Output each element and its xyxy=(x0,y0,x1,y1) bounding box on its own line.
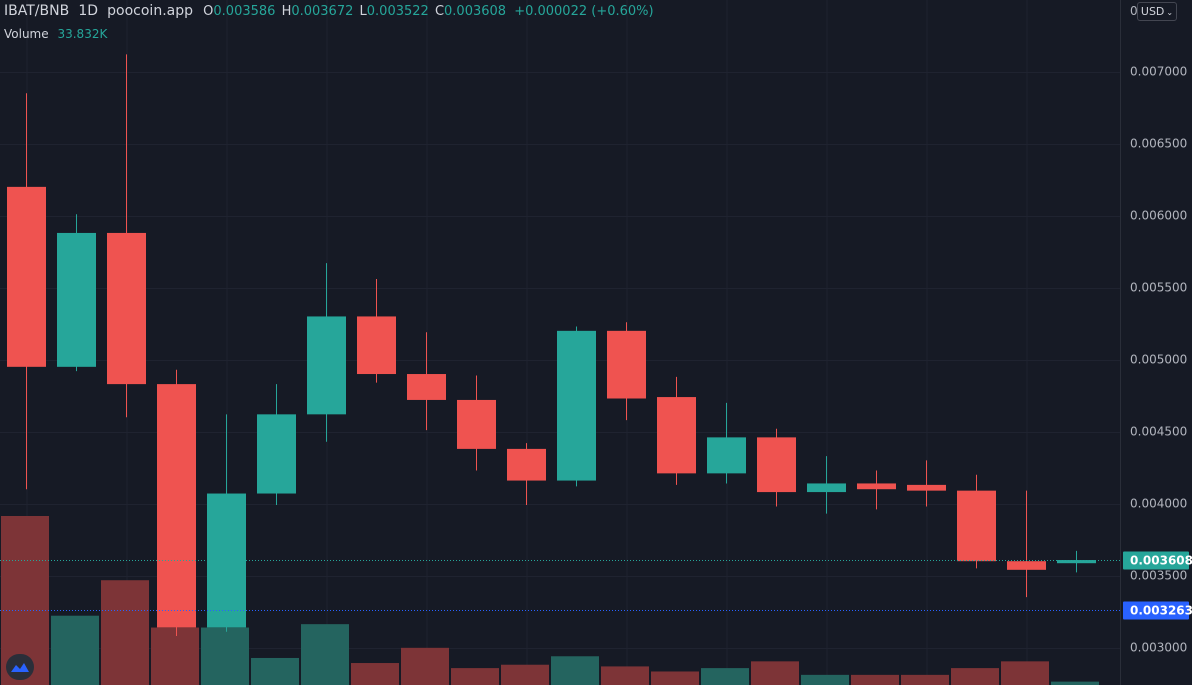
candle-body[interactable] xyxy=(1007,561,1046,570)
price-axis-tick-label: 0.006500 xyxy=(1130,137,1187,151)
candle-body[interactable] xyxy=(807,483,846,493)
symbol-legend: IBAT/BNB 1D poocoin.app O0.003586 H0.003… xyxy=(4,3,654,19)
currency-selector[interactable]: USD ⌄ xyxy=(1137,2,1177,21)
candle-body[interactable] xyxy=(657,397,696,474)
price-axis-tick-label: 0.005500 xyxy=(1130,281,1187,295)
source-label: poocoin.app xyxy=(107,3,194,19)
volume-bar[interactable] xyxy=(101,580,149,685)
price-axis-tick-label: 0.004000 xyxy=(1130,497,1187,511)
price-axis-tick-label: 0.003000 xyxy=(1130,641,1187,655)
candle-body[interactable] xyxy=(857,483,896,490)
volume-bar[interactable] xyxy=(601,666,649,685)
volume-bar[interactable] xyxy=(701,668,749,685)
low-label: L xyxy=(359,4,367,19)
volume-bar[interactable] xyxy=(151,627,199,685)
candle-body[interactable] xyxy=(157,384,196,628)
candle-body[interactable] xyxy=(1057,560,1096,564)
candle-body[interactable] xyxy=(907,484,946,491)
candle-body[interactable] xyxy=(507,448,546,481)
volume-bar[interactable] xyxy=(401,647,449,685)
close-value: 0.003608 xyxy=(444,4,507,19)
volume-bar[interactable] xyxy=(301,624,349,685)
interval-label[interactable]: 1D xyxy=(78,3,99,19)
price-tag-label: 0.003608 xyxy=(1130,554,1192,568)
change-value: +0.000022 (+0.60%) xyxy=(514,4,654,19)
high-value: 0.003672 xyxy=(291,4,354,19)
candle-body[interactable] xyxy=(407,374,446,400)
volume-bar[interactable] xyxy=(851,674,899,685)
candle-body[interactable] xyxy=(257,414,296,494)
volume-bar[interactable] xyxy=(501,664,549,685)
candle-body[interactable] xyxy=(457,399,496,449)
candle-body[interactable] xyxy=(957,490,996,562)
volume-bar[interactable] xyxy=(251,657,299,685)
tradingview-logo-icon[interactable] xyxy=(6,654,34,680)
candle-body[interactable] xyxy=(107,232,146,385)
price-axis-tick-label: 0.003500 xyxy=(1130,569,1187,583)
volume-bar[interactable] xyxy=(201,627,249,685)
open-value: 0.003586 xyxy=(213,4,276,19)
candle-body[interactable] xyxy=(307,316,346,415)
volume-bar[interactable] xyxy=(1001,661,1049,685)
candle-body[interactable] xyxy=(707,437,746,474)
price-axis-tick-label: 0.004500 xyxy=(1130,425,1187,439)
close-label: C xyxy=(434,4,445,19)
volume-bar[interactable] xyxy=(51,615,99,685)
volume-value: 33.832K xyxy=(57,27,108,41)
candle-body[interactable] xyxy=(757,437,796,493)
price-axis-tick-label: 0 xyxy=(1130,4,1138,18)
last-price-tag[interactable] xyxy=(1123,551,1189,570)
high-label: H xyxy=(281,4,292,19)
candle-body[interactable] xyxy=(7,186,46,367)
volume-label[interactable]: Volume xyxy=(4,27,49,41)
volume-bar[interactable] xyxy=(1051,681,1099,685)
currency-label: USD xyxy=(1140,5,1165,18)
price-axis-tick-label: 0.005000 xyxy=(1130,353,1187,367)
price-axis-background xyxy=(1121,0,1192,685)
volume-bar[interactable] xyxy=(901,674,949,685)
volume-bar[interactable] xyxy=(451,668,499,685)
low-value: 0.003522 xyxy=(366,4,429,19)
marker-price-tag[interactable] xyxy=(1123,601,1189,620)
candle-body[interactable] xyxy=(557,330,596,481)
price-tag-label: 0.003263 xyxy=(1130,604,1192,618)
candle-body[interactable] xyxy=(357,316,396,375)
chevron-down-icon: ⌄ xyxy=(1166,8,1174,17)
price-axis-tick-label: 0.007000 xyxy=(1130,65,1187,79)
candle-body[interactable] xyxy=(607,330,646,399)
candle-body[interactable] xyxy=(57,232,96,367)
volume-bar[interactable] xyxy=(651,671,699,685)
open-label: O xyxy=(203,4,214,19)
volume-bar[interactable] xyxy=(751,661,799,685)
volume-bar[interactable] xyxy=(351,663,399,685)
volume-bar[interactable] xyxy=(551,656,599,685)
volume-legend: Volume 33.832K xyxy=(4,27,107,41)
symbol-name[interactable]: IBAT/BNB xyxy=(4,3,70,19)
volume-bar[interactable] xyxy=(951,668,999,685)
volume-bar[interactable] xyxy=(801,674,849,685)
price-axis-tick-label: 0.006000 xyxy=(1130,209,1187,223)
